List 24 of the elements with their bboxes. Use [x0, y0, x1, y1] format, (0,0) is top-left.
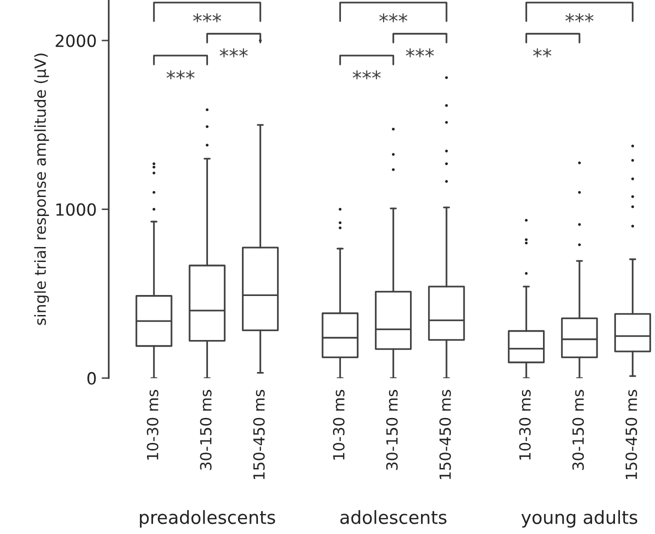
annotation: *** [193, 13, 222, 22]
x-tick-label: 150-450 ms [439, 390, 451, 480]
annotation: ** [533, 48, 552, 58]
text: adolescents [340, 510, 446, 524]
x-tick-label: 10-30 ms [332, 390, 345, 460]
x-tick-label: 30-150 ms [200, 390, 212, 470]
text: preadolescents [140, 510, 276, 528]
x-tick-label: 30-150 ms [386, 390, 398, 470]
x-tick-label: 10-30 ms [146, 390, 158, 460]
annotation: *** [379, 13, 408, 22]
annotation: *** [406, 48, 434, 58]
y-axis-title: single trial response amplitude (µV) [34, 54, 49, 325]
annotation: *** [565, 13, 594, 22]
y-tick-label: 0 [87, 372, 96, 385]
annotation: *** [352, 70, 381, 80]
x-tick-label: 10-30 ms [519, 390, 531, 460]
y-tick-label: 1000 [56, 203, 96, 216]
y-tick-label: 2000 [56, 34, 96, 48]
text: young adults [521, 510, 638, 528]
annotation: *** [220, 48, 248, 58]
x-tick-label: 150-450 ms [626, 390, 638, 480]
x-tick-label: 150-450 ms [253, 390, 265, 480]
annotation: *** [166, 70, 195, 80]
x-tick-label: 30-150 ms [572, 390, 584, 470]
